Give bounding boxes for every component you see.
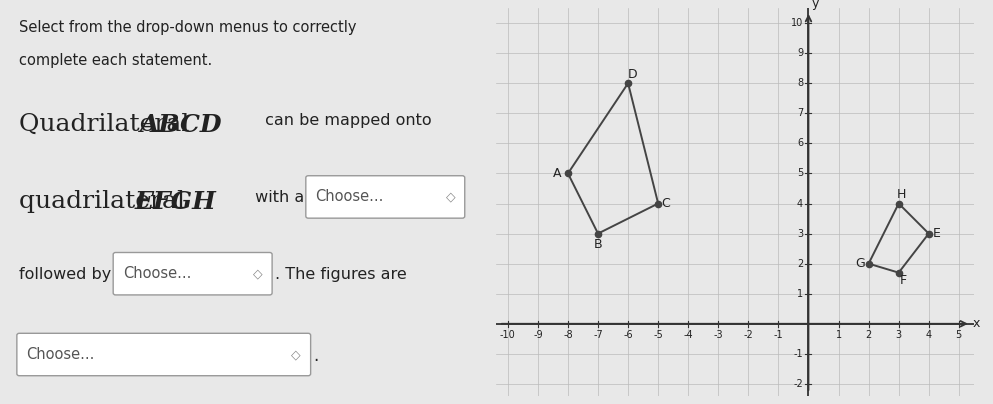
Text: Quadrilateral: Quadrilateral: [19, 113, 198, 136]
Text: 9: 9: [797, 48, 803, 58]
FancyBboxPatch shape: [113, 252, 272, 295]
Text: quadrilateral: quadrilateral: [19, 190, 194, 213]
Text: 3: 3: [797, 229, 803, 239]
Text: B: B: [594, 238, 603, 250]
Text: -4: -4: [683, 330, 693, 341]
FancyBboxPatch shape: [17, 333, 311, 376]
Text: -7: -7: [593, 330, 603, 341]
Text: -2: -2: [793, 379, 803, 389]
Text: ABCD: ABCD: [140, 113, 222, 137]
Text: 8: 8: [797, 78, 803, 88]
Text: -8: -8: [563, 330, 573, 341]
Text: Choose...: Choose...: [316, 189, 384, 204]
Text: A: A: [553, 167, 562, 180]
Text: 1: 1: [835, 330, 842, 341]
Text: 7: 7: [796, 108, 803, 118]
Text: C: C: [661, 197, 670, 210]
Text: 5: 5: [796, 168, 803, 179]
Text: .: .: [313, 347, 319, 366]
Text: 1: 1: [797, 289, 803, 299]
Text: Select from the drop-down menus to correctly: Select from the drop-down menus to corre…: [19, 20, 356, 35]
Text: 3: 3: [896, 330, 902, 341]
Text: 6: 6: [797, 139, 803, 148]
Text: 5: 5: [955, 330, 962, 341]
Text: x: x: [972, 317, 980, 330]
FancyBboxPatch shape: [306, 176, 465, 218]
Text: -10: -10: [499, 330, 515, 341]
Text: 4: 4: [925, 330, 931, 341]
Text: EFGH: EFGH: [135, 190, 216, 214]
Text: . The figures are: . The figures are: [274, 267, 406, 282]
Text: -1: -1: [793, 349, 803, 359]
Text: 2: 2: [796, 259, 803, 269]
Text: -5: -5: [653, 330, 663, 341]
Text: Choose...: Choose...: [123, 266, 192, 281]
Text: followed by a: followed by a: [19, 267, 126, 282]
Text: F: F: [900, 274, 907, 287]
Text: 10: 10: [790, 18, 803, 28]
Text: E: E: [933, 227, 941, 240]
Text: complete each statement.: complete each statement.: [19, 53, 213, 67]
Text: ◇: ◇: [446, 190, 455, 204]
Text: -2: -2: [744, 330, 754, 341]
Text: ◇: ◇: [253, 267, 262, 280]
Text: -1: -1: [774, 330, 783, 341]
Text: y: y: [812, 0, 819, 11]
Text: can be mapped onto: can be mapped onto: [260, 113, 432, 128]
Text: -6: -6: [624, 330, 633, 341]
Text: 4: 4: [797, 198, 803, 208]
Text: G: G: [855, 257, 865, 270]
Text: -9: -9: [533, 330, 543, 341]
Text: with a: with a: [250, 190, 305, 205]
Text: H: H: [897, 188, 907, 201]
Text: -3: -3: [714, 330, 723, 341]
Text: D: D: [628, 68, 638, 81]
Text: ◇: ◇: [291, 348, 301, 361]
Text: 2: 2: [866, 330, 872, 341]
Text: Choose...: Choose...: [27, 347, 95, 362]
